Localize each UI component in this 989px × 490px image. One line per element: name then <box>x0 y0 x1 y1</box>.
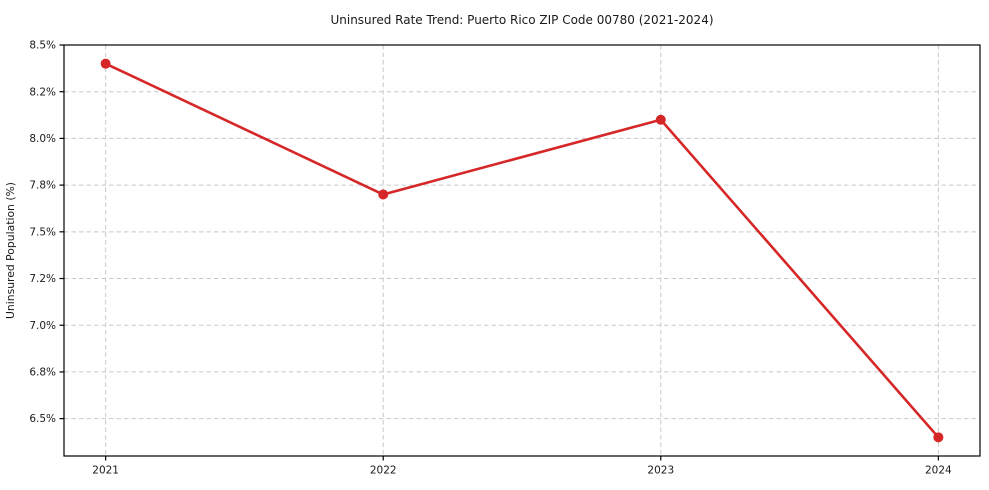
data-point-marker <box>933 432 944 443</box>
x-tick-label: 2023 <box>647 465 674 477</box>
y-tick-label: 6.5% <box>29 413 56 425</box>
y-tick-label: 8.5% <box>29 40 56 52</box>
axes-spines <box>63 44 981 457</box>
y-tick-label: 7.5% <box>29 226 56 238</box>
series-layer <box>100 58 944 443</box>
y-tick-label: 8.0% <box>29 133 56 145</box>
y-axis-label: Uninsured Population (%) <box>4 182 17 319</box>
y-tick-label: 7.0% <box>29 320 56 332</box>
x-tick-label: 2024 <box>925 465 952 477</box>
chart-title: Uninsured Rate Trend: Puerto Rico ZIP Co… <box>330 13 713 27</box>
tick-layer: 6.5% 6.8% 7.0% 7.2% 7.5% 7.8% 8.0% 8.2% 8.5% 2021… <box>29 40 952 477</box>
series-line <box>104 62 940 439</box>
plot-border <box>63 44 981 457</box>
data-point-marker <box>100 58 111 69</box>
data-point-marker <box>378 189 389 200</box>
x-tick-label: 2021 <box>92 465 119 477</box>
y-tick-label: 8.2% <box>29 86 56 98</box>
y-tick-label: 7.8% <box>29 180 56 192</box>
x-tick-label: 2022 <box>370 465 397 477</box>
grid-layer <box>64 44 980 456</box>
y-tick-label: 6.8% <box>29 367 56 379</box>
y-tick-label: 7.2% <box>29 273 56 285</box>
data-point-marker <box>655 114 666 125</box>
